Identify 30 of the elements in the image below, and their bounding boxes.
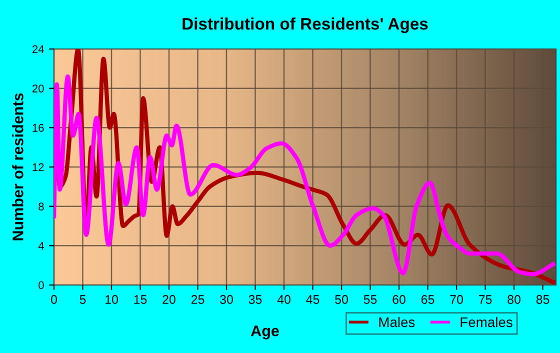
legend-label: Females (460, 316, 512, 328)
x-tick-label: 10 (106, 295, 118, 304)
x-tick-label: 25 (191, 295, 204, 304)
x-tick-label: 45 (306, 295, 320, 304)
x-tick-label: 0 (51, 295, 57, 304)
chart-title: Distribution of Residents' Ages (182, 17, 428, 34)
x-tick-label: 40 (277, 295, 290, 304)
y-axis-title: Number of residents (12, 93, 24, 240)
x-axis-title: Age (250, 326, 279, 340)
y-tick-label: 0 (38, 281, 44, 290)
y-tick-label: 20 (32, 84, 44, 92)
x-tick-label: 50 (335, 295, 348, 304)
legend-label: Males (379, 316, 415, 328)
x-tick-label: 80 (508, 295, 520, 304)
x-tick-label: 5 (80, 295, 86, 304)
x-tick-label: 35 (248, 295, 262, 304)
x-tick-label: 70 (450, 295, 463, 304)
x-tick-label: 60 (392, 295, 406, 304)
x-tick-label: 55 (364, 295, 377, 304)
x-tick-label: 75 (478, 295, 492, 304)
x-tick-label: 30 (220, 295, 233, 304)
y-tick-label: 8 (38, 202, 44, 210)
y-tick-label: 16 (32, 124, 44, 132)
x-tick-label: 65 (421, 295, 434, 304)
x-tick-label: 85 (536, 295, 550, 304)
y-tick-label: 24 (32, 45, 44, 54)
x-tick-label: 15 (134, 295, 147, 304)
x-tick-label: 20 (162, 295, 176, 304)
y-tick-label: 4 (38, 242, 44, 250)
y-tick-label: 12 (32, 163, 44, 172)
